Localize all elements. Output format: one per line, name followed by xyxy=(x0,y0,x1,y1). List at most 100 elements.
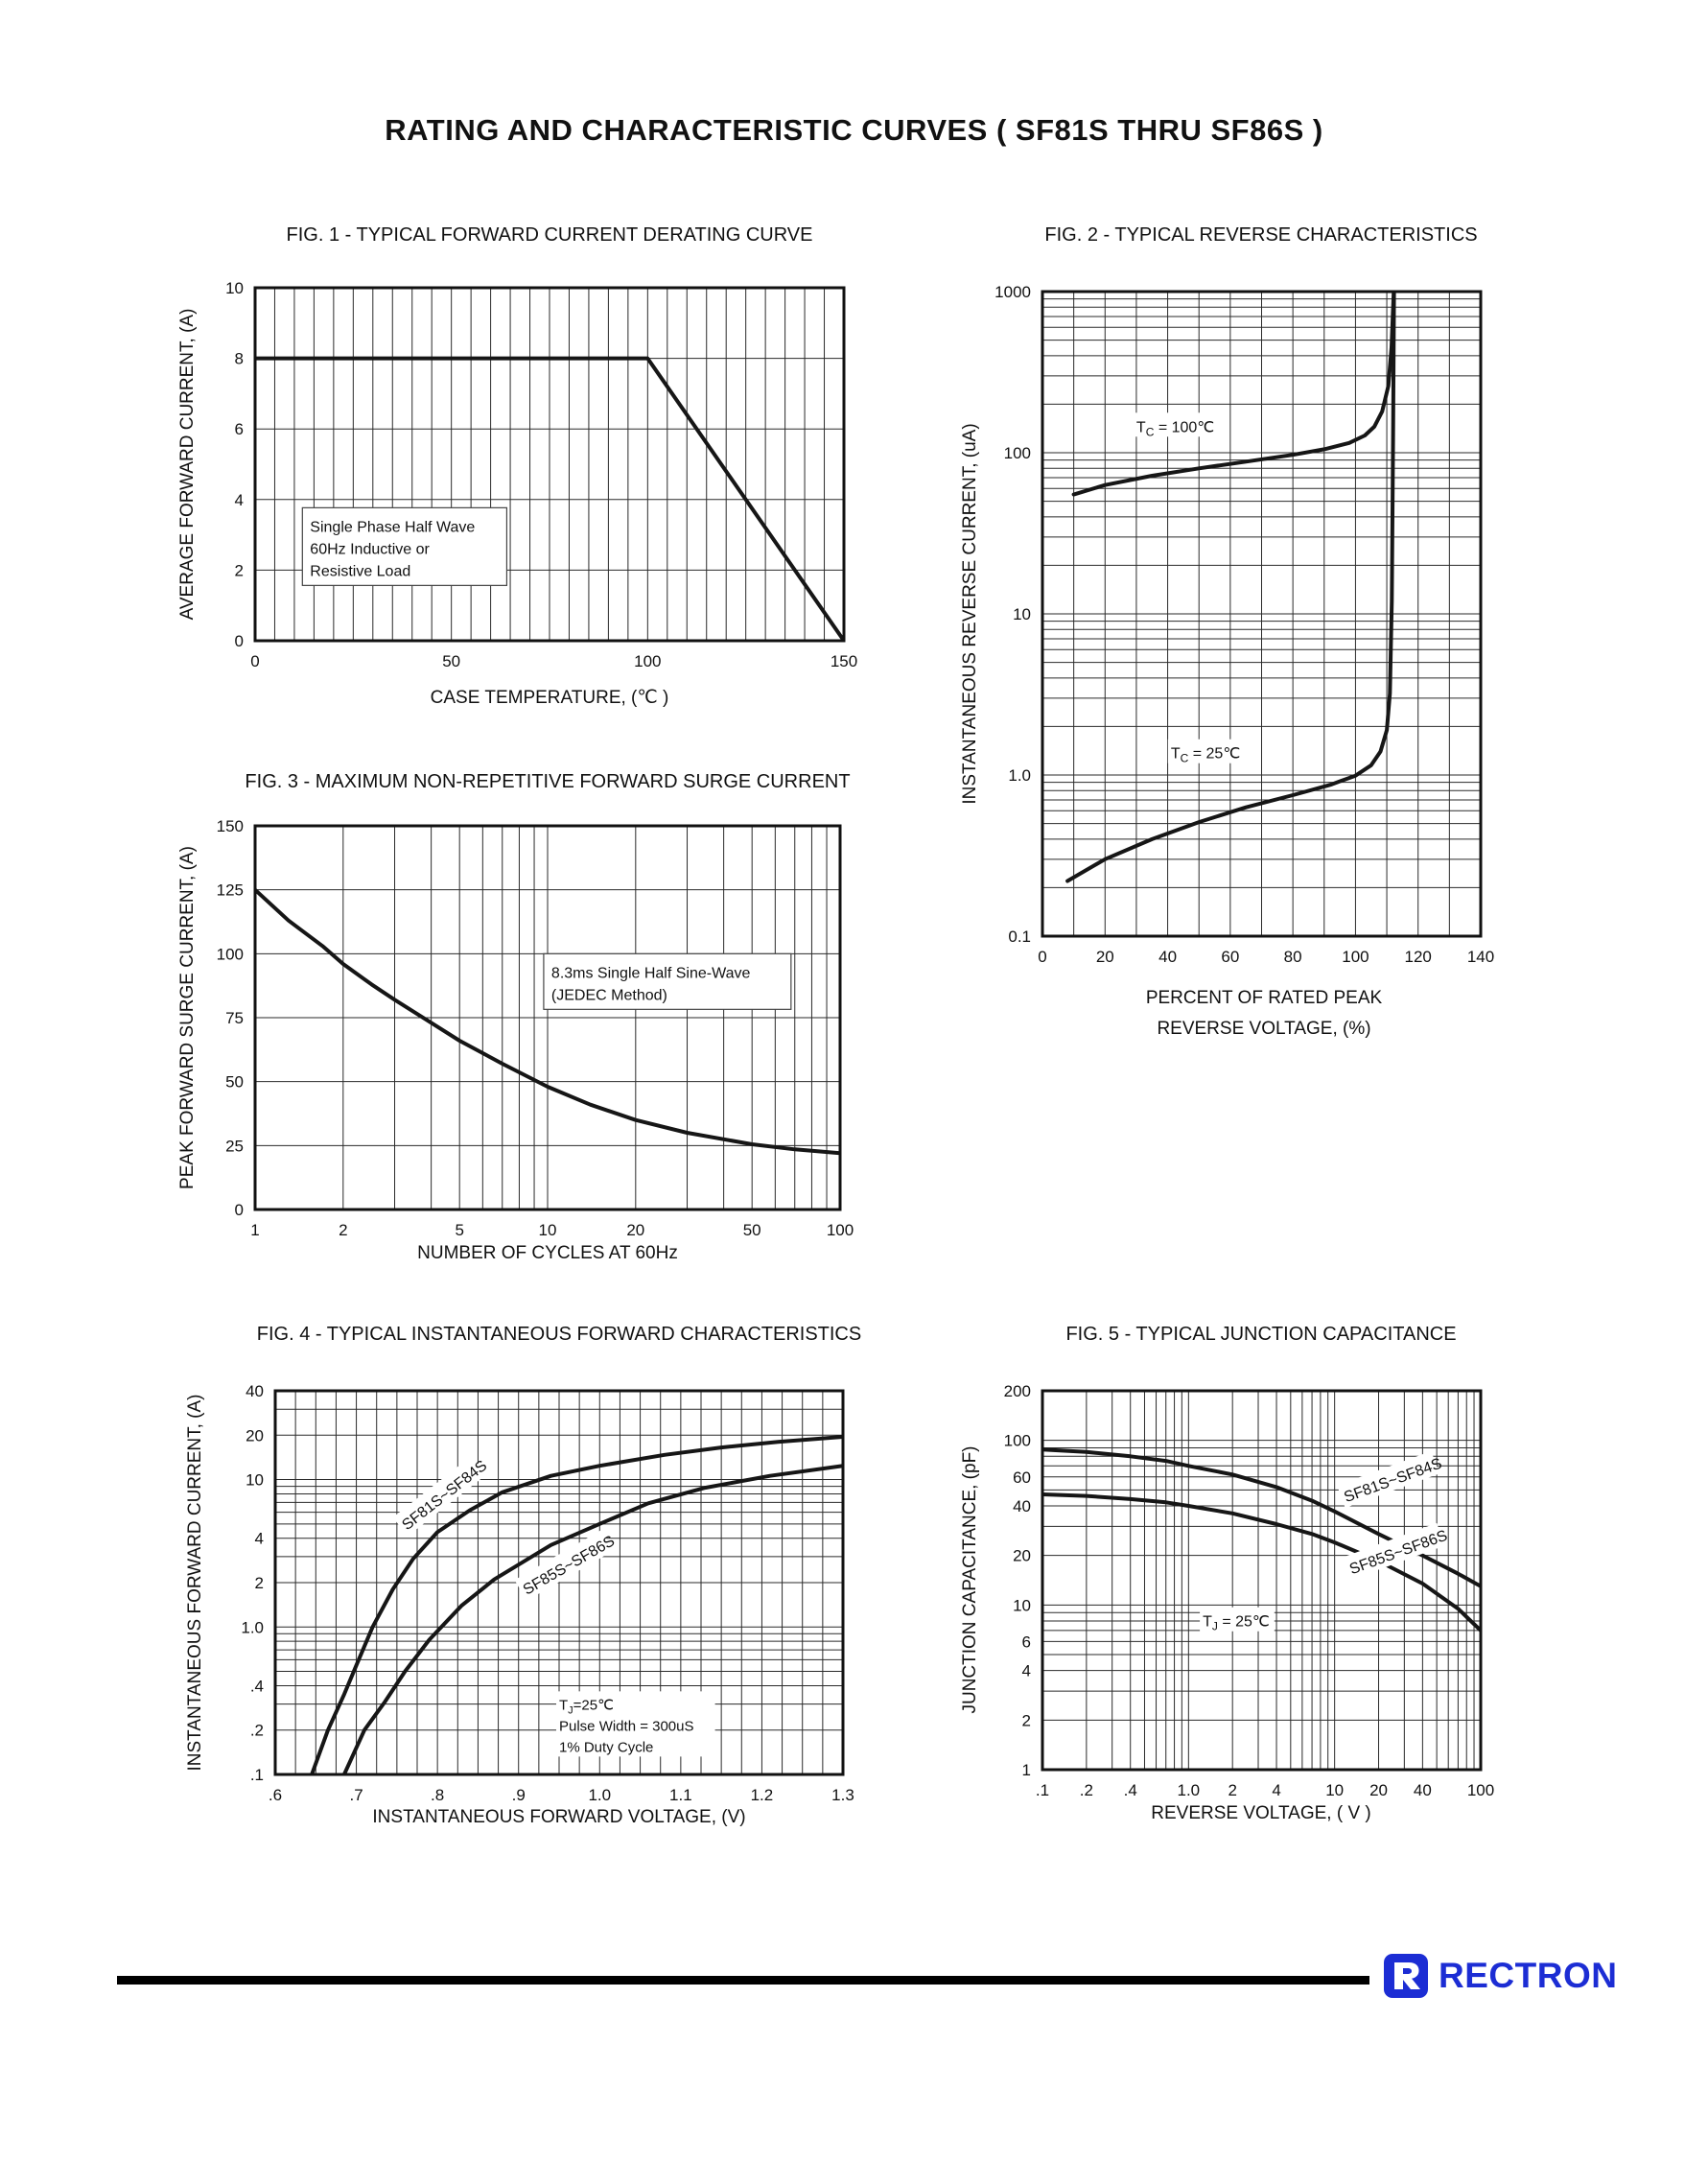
svg-text:Resistive Load: Resistive Load xyxy=(310,563,410,579)
tick-labels: 0 50 100 150 0 2 4 6 8 10 xyxy=(225,279,857,670)
svg-text:20: 20 xyxy=(1369,1781,1388,1799)
svg-text:100: 100 xyxy=(1004,444,1031,462)
plot-border xyxy=(273,1389,845,1776)
svg-text:8: 8 xyxy=(235,350,244,368)
annotation: SF81S~SF84S xyxy=(1337,1450,1444,1509)
svg-text:1: 1 xyxy=(1022,1761,1031,1779)
rectron-logo: RECTRON xyxy=(1369,1953,1631,1999)
rectron-logo-icon xyxy=(1384,1954,1428,1998)
footer-rule xyxy=(117,1976,1603,1985)
fig1-plot: 0 50 100 150 0 2 4 6 8 10 Single Phase Half Wave 60… xyxy=(225,279,857,670)
annotation: 8.3ms Single Half Sine-Wave (JEDEC Method… xyxy=(543,952,792,1010)
series-curves xyxy=(1065,292,1396,883)
svg-text:40: 40 xyxy=(1013,1497,1031,1515)
series-SF81S~SF84S xyxy=(1042,1447,1481,1588)
svg-text:2: 2 xyxy=(1228,1781,1236,1799)
svg-text:4: 4 xyxy=(235,491,244,509)
fig1-x-axis-label: CASE TEMPERATURE, (℃ ) xyxy=(430,688,669,708)
svg-text:.7: .7 xyxy=(349,1786,363,1804)
annotation: TJ = 25℃ xyxy=(1200,1607,1275,1633)
svg-text:SF81S~SF84S: SF81S~SF84S xyxy=(399,1458,490,1534)
svg-text:2: 2 xyxy=(235,561,244,579)
series-SF85S~SF86S xyxy=(341,1464,843,1774)
series-Tc = 100C xyxy=(1071,292,1396,497)
svg-text:20: 20 xyxy=(1096,948,1114,966)
rectron-logo-text: RECTRON xyxy=(1439,1956,1618,1995)
svg-text:100: 100 xyxy=(827,1221,854,1239)
svg-text:0.1: 0.1 xyxy=(1008,928,1031,946)
svg-text:10: 10 xyxy=(1325,1781,1344,1799)
svg-text:6: 6 xyxy=(1022,1632,1031,1651)
svg-text:1.0: 1.0 xyxy=(1008,766,1031,785)
svg-text:.6: .6 xyxy=(269,1786,282,1804)
series-forward-current-derating xyxy=(255,356,844,641)
annotation: Single Phase Half Wave 60Hz Inductive or R… xyxy=(301,506,508,586)
grid xyxy=(1041,291,1482,937)
svg-text:200: 200 xyxy=(1004,1382,1031,1400)
svg-text:40: 40 xyxy=(1414,1781,1432,1799)
fig4-x-axis-label: INSTANTANEOUS FORWARD VOLTAGE, (V) xyxy=(372,1807,746,1827)
svg-text:20: 20 xyxy=(246,1426,264,1445)
plot-border xyxy=(253,824,842,1211)
fig4-title: FIG. 4 - TYPICAL INSTANTANEOUS FORWARD C… xyxy=(256,1324,862,1345)
fig2-x-axis-label-line2: REVERSE VOLTAGE, (%) xyxy=(1157,1019,1371,1039)
svg-text:10: 10 xyxy=(225,279,244,297)
svg-text:TJ = 25℃: TJ = 25℃ xyxy=(1203,1614,1270,1633)
svg-text:10: 10 xyxy=(1013,605,1031,623)
svg-text:1.2: 1.2 xyxy=(751,1786,774,1804)
svg-text:1.1: 1.1 xyxy=(669,1786,692,1804)
series-curves xyxy=(1042,1447,1481,1632)
svg-text:Single Phase Half Wave: Single Phase Half Wave xyxy=(310,519,475,535)
fig1-title: FIG. 1 - TYPICAL FORWARD CURRENT DERATIN… xyxy=(286,224,813,246)
svg-text:1.0: 1.0 xyxy=(588,1786,611,1804)
svg-text:10: 10 xyxy=(1013,1596,1031,1614)
svg-text:4: 4 xyxy=(1272,1781,1280,1799)
grid xyxy=(254,825,841,1210)
svg-text:0: 0 xyxy=(250,652,259,670)
svg-text:100: 100 xyxy=(1467,1781,1494,1799)
svg-text:150: 150 xyxy=(217,817,244,835)
svg-text:.8: .8 xyxy=(431,1786,444,1804)
fig2-title: FIG. 2 - TYPICAL REVERSE CHARACTERISTICS xyxy=(1044,224,1478,246)
svg-text:40: 40 xyxy=(1158,948,1177,966)
svg-text:0: 0 xyxy=(1038,948,1046,966)
svg-text:4: 4 xyxy=(1022,1662,1031,1680)
svg-text:50: 50 xyxy=(743,1221,761,1239)
fig2-x-axis-label-line1: PERCENT OF RATED PEAK xyxy=(1145,988,1383,1008)
svg-text:50: 50 xyxy=(225,1073,244,1092)
svg-text:1000: 1000 xyxy=(994,283,1031,301)
svg-text:.1: .1 xyxy=(1036,1781,1049,1799)
tick-labels: .1 .2 .4 1.0 2 4 10 20 40 100 200 100 60 40 20 10 6 4 2 1 xyxy=(1004,1382,1495,1799)
svg-text:100: 100 xyxy=(1004,1432,1031,1450)
svg-text:Pulse Width = 300uS: Pulse Width = 300uS xyxy=(559,1718,694,1734)
svg-text:.2: .2 xyxy=(250,1722,264,1740)
svg-text:TC = 25℃: TC = 25℃ xyxy=(1171,746,1240,765)
svg-text:(JEDEC Method): (JEDEC Method) xyxy=(551,987,667,1003)
svg-text:60: 60 xyxy=(1013,1468,1031,1487)
grid xyxy=(254,287,845,642)
fig4-plot: .6 .7 .8 .9 1.0 1.1 1.2 1.3 40 20 10 4 2 1.0 .4 .2 .1 SF8… xyxy=(241,1382,854,1804)
svg-text:1.0: 1.0 xyxy=(241,1618,264,1636)
svg-text:140: 140 xyxy=(1467,948,1494,966)
page-title: RATING AND CHARACTERISTIC CURVES ( SF81S… xyxy=(385,113,1323,147)
fig5-x-axis-label: REVERSE VOLTAGE, ( V ) xyxy=(1151,1803,1371,1823)
fig2-plot: 0 20 40 60 80 100 120 140 1000 100 10 1.0 0.1 TC = 10… xyxy=(994,283,1494,966)
svg-text:80: 80 xyxy=(1284,948,1302,966)
svg-text:4: 4 xyxy=(255,1530,264,1548)
plot-border xyxy=(1041,1389,1483,1772)
svg-text:100: 100 xyxy=(217,945,244,963)
svg-text:60: 60 xyxy=(1221,948,1239,966)
fig5-plot: .1 .2 .4 1.0 2 4 10 20 40 100 200 100 60 40 20 10 6 4 2 1 SF… xyxy=(1004,1382,1495,1799)
grid xyxy=(1041,1390,1482,1771)
plot-border xyxy=(253,286,846,643)
svg-text:2: 2 xyxy=(1022,1711,1031,1729)
series-curves xyxy=(255,887,840,1156)
series-curves xyxy=(255,356,844,641)
annotation: TC = 25℃ xyxy=(1167,739,1243,765)
series-curves xyxy=(310,1435,843,1774)
svg-text:40: 40 xyxy=(246,1382,264,1400)
svg-text:TJ=25℃: TJ=25℃ xyxy=(559,1697,614,1716)
svg-text:1: 1 xyxy=(250,1221,259,1239)
fig3-x-axis-label: NUMBER OF CYCLES AT 60Hz xyxy=(417,1243,678,1263)
